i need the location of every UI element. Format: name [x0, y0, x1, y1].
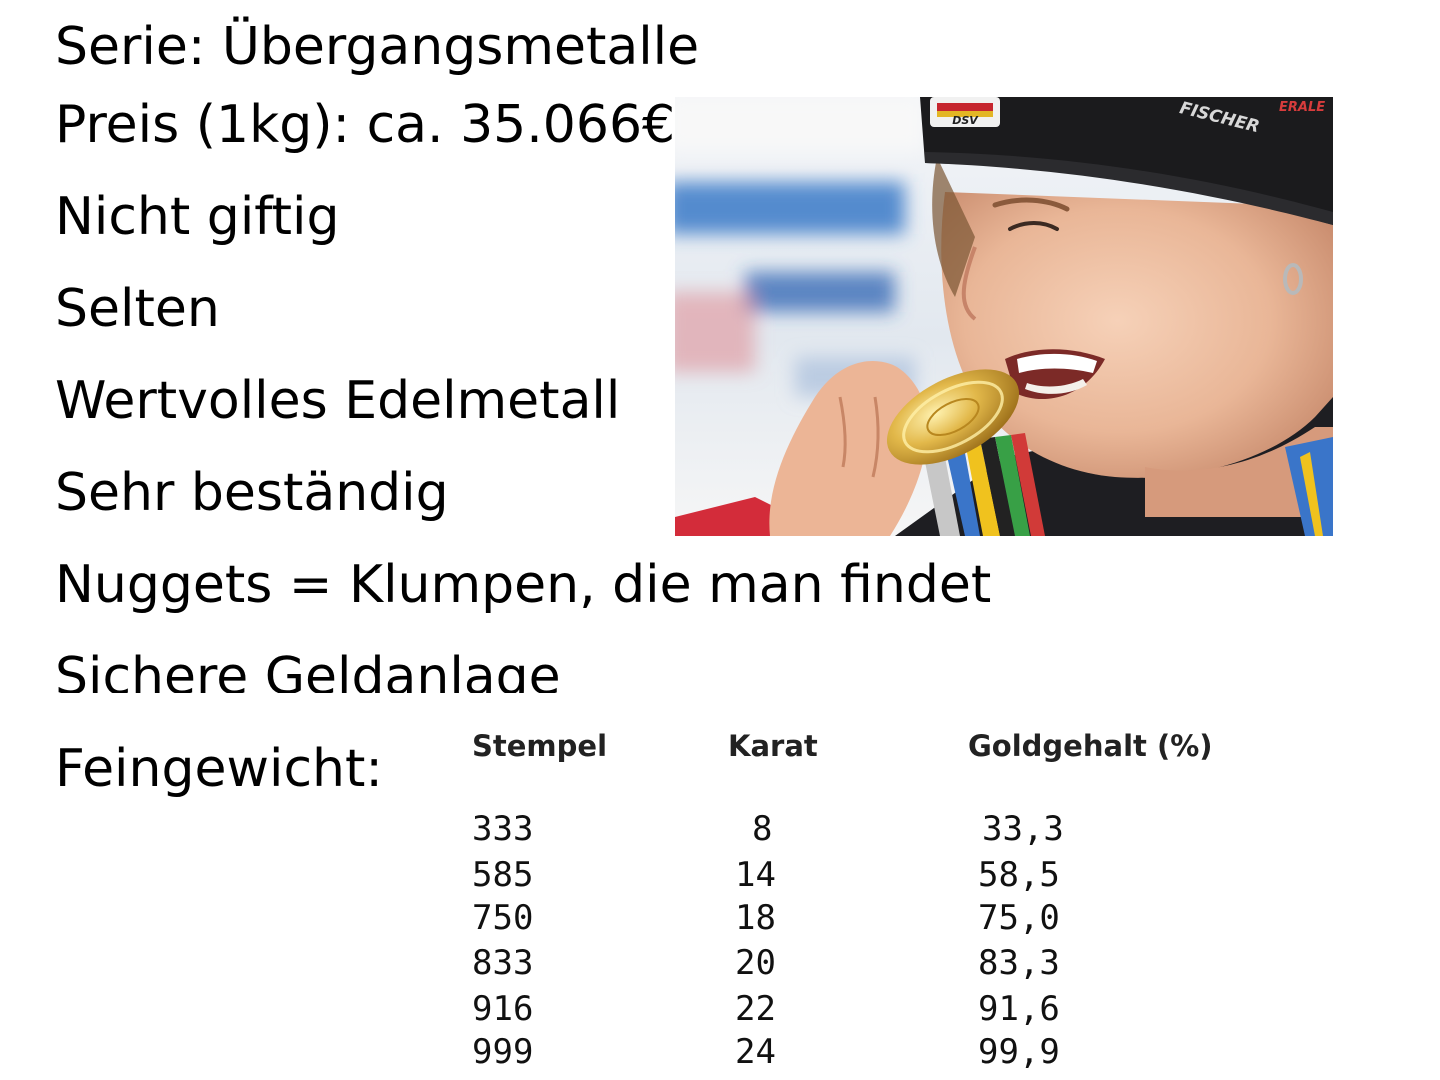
price-line: Preis (1kg): ca. 35.066€	[55, 95, 676, 155]
investment-line: Sichere Geldanlage	[55, 647, 561, 693]
table-cell-karat: 18	[735, 898, 776, 938]
table-cell-karat: 22	[735, 989, 776, 1029]
table-cell-goldgehalt: 75,0	[978, 898, 1060, 938]
nuggets-line: Nuggets = Klumpen, die man findet	[55, 555, 992, 615]
rarity-line: Selten	[55, 279, 220, 339]
toxicity-line: Nicht giftig	[55, 187, 340, 247]
table-cell-stempel: 833	[472, 943, 534, 983]
table-cell-karat: 8	[752, 809, 773, 849]
table-cell-goldgehalt: 58,5	[978, 855, 1060, 895]
series-line: Serie: Übergangsmetalle	[55, 17, 700, 77]
table-header-karat: Karat	[728, 729, 818, 763]
table-cell-goldgehalt: 91,6	[978, 989, 1060, 1029]
cap-badge-text: DSV	[952, 114, 979, 127]
table-cell-stempel: 750	[472, 898, 534, 938]
table-cell-stempel: 999	[472, 1032, 534, 1072]
table-header-stempel: Stempel	[472, 729, 608, 763]
fineness-label: Feingewicht:	[55, 739, 383, 799]
table-cell-karat: 14	[735, 855, 776, 895]
table-cell-karat: 24	[735, 1032, 776, 1072]
table-cell-goldgehalt: 33,3	[982, 809, 1064, 849]
table-cell-stempel: 333	[472, 809, 534, 849]
cap-edge-text: ERALE	[1279, 100, 1325, 115]
precious-metal-line: Wertvolles Edelmetall	[55, 371, 621, 431]
durability-line: Sehr beständig	[55, 463, 449, 523]
table-header-goldgehalt: Goldgehalt (%)	[968, 729, 1213, 763]
table-cell-stempel: 916	[472, 989, 534, 1029]
table-cell-stempel: 585	[472, 855, 534, 895]
table-cell-karat: 20	[735, 943, 776, 983]
athlete-biting-medal-photo: DSV FISCHER ERALE	[675, 97, 1333, 536]
table-cell-goldgehalt: 83,3	[978, 943, 1060, 983]
table-cell-goldgehalt: 99,9	[978, 1032, 1060, 1072]
